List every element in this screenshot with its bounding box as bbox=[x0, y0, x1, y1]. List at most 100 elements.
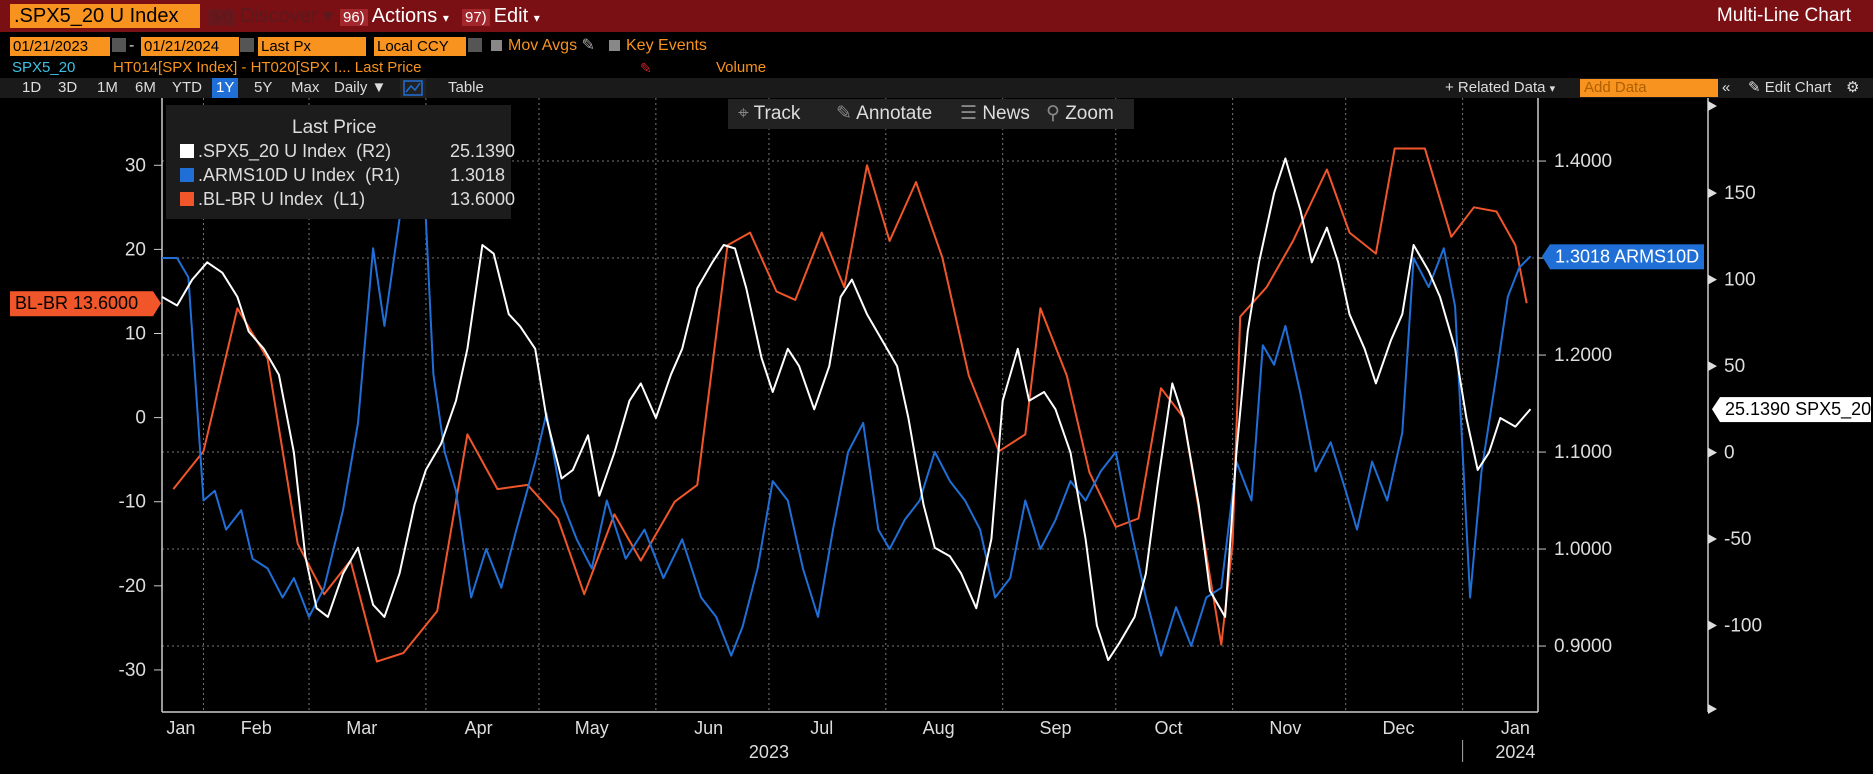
left-tick-label: -30 bbox=[119, 660, 146, 681]
period-3d[interactable]: 3D bbox=[58, 79, 78, 96]
legend-item-spx5[interactable]: .SPX5_20 U Index (R2) 25.1390 bbox=[180, 141, 515, 162]
gear-icon[interactable]: ⚙ bbox=[1846, 79, 1860, 96]
line-chart-icon[interactable] bbox=[400, 78, 426, 98]
right1-tick-label: 1.0000 bbox=[1554, 539, 1612, 560]
discover-number: 94) bbox=[208, 9, 236, 26]
left-tick-label: 10 bbox=[125, 324, 146, 345]
right2-top-arrow bbox=[1708, 101, 1717, 111]
series-line-arms10d-u-index bbox=[162, 140, 1532, 657]
period-1m[interactable]: 1M bbox=[97, 79, 118, 96]
news-button[interactable]: ☰ News bbox=[960, 99, 1030, 129]
left-value-tag bbox=[10, 291, 153, 317]
left-tick-label: 30 bbox=[125, 155, 146, 176]
frequency-dropdown-icon: ▼ bbox=[371, 79, 387, 96]
r1-value-tag bbox=[1550, 244, 1704, 270]
edit-chart-button[interactable]: ✎ Edit Chart bbox=[1748, 78, 1831, 98]
legend-item-axis: (R1) bbox=[365, 165, 401, 185]
legend-item-value: 25.1390 bbox=[450, 141, 516, 161]
right2-tick-arrow bbox=[1708, 361, 1717, 372]
collapse-icon[interactable]: « bbox=[1722, 79, 1731, 96]
legend-item-bl-br[interactable]: .BL-BR U Index (L1) 13.6000 bbox=[180, 189, 515, 210]
track-button[interactable]: ⌖ Track bbox=[738, 99, 800, 129]
pencil-icon[interactable]: ✎ bbox=[581, 37, 595, 54]
period-1d[interactable]: 1D bbox=[22, 79, 42, 96]
actions-number: 96) bbox=[340, 9, 368, 26]
year-label: 2023 bbox=[749, 742, 789, 762]
volume-icon: ✎ bbox=[640, 60, 652, 76]
discover-label: Discover bbox=[239, 5, 318, 27]
news-label: News bbox=[982, 103, 1030, 124]
period-max[interactable]: Max bbox=[291, 79, 320, 96]
start-date-input[interactable]: 01/21/2023 bbox=[10, 37, 110, 56]
end-calendar-icon[interactable] bbox=[240, 38, 254, 52]
actions-button[interactable]: 96) Actions ▾ bbox=[340, 4, 449, 28]
right1-tick-label: 1.2000 bbox=[1554, 345, 1612, 366]
edit-button[interactable]: 97) Edit ▾ bbox=[462, 4, 540, 28]
legend-item-name: .SPX5_20 U Index bbox=[198, 141, 347, 161]
legend-item-arms10d[interactable]: .ARMS10D U Index (R1) 1.3018 bbox=[180, 165, 505, 186]
series-line-spx5-20-u-index bbox=[161, 157, 1532, 662]
year-label: 2024 bbox=[1495, 742, 1535, 762]
security-input[interactable]: .SPX5_20 U Index bbox=[10, 4, 200, 28]
end-date-input[interactable]: 01/21/2024 bbox=[141, 37, 239, 56]
period-1y[interactable]: 1Y bbox=[212, 78, 239, 98]
right2-tick-label: -50 bbox=[1724, 529, 1751, 550]
line-chart-glyph bbox=[403, 80, 423, 96]
legend-swatch bbox=[180, 144, 194, 158]
axis-tags: BL-BR 13.6000 1.3018 ARMS10D 25.1390 SPX5_… bbox=[10, 244, 1871, 423]
frequency-select[interactable]: Daily ▼ bbox=[334, 78, 386, 98]
series-line-bl-br-u-index bbox=[172, 147, 1528, 663]
x-tick-label: Feb bbox=[241, 718, 272, 738]
right2-tick-arrow bbox=[1708, 188, 1717, 199]
right1-tick-label: 0.9000 bbox=[1554, 636, 1612, 657]
x-tick-label: Jan bbox=[166, 718, 195, 738]
x-tick-label: Sep bbox=[1039, 718, 1071, 738]
edit-dropdown-icon: ▾ bbox=[533, 11, 540, 25]
annotate-button[interactable]: ✎ Annotate bbox=[836, 99, 932, 129]
x-tick-label: Aug bbox=[923, 718, 955, 738]
left-value-tag-arrow bbox=[153, 291, 161, 317]
zoom-label: Zoom bbox=[1065, 103, 1114, 124]
r1-value-tag-arrow bbox=[1542, 244, 1550, 270]
start-calendar-icon[interactable] bbox=[112, 38, 126, 52]
edit-number: 97) bbox=[462, 9, 490, 26]
field-select[interactable]: Last Px bbox=[258, 37, 366, 56]
actions-dropdown-icon: ▾ bbox=[442, 11, 449, 25]
left-tick-label: -20 bbox=[119, 576, 146, 597]
related-data-label: + Related Data bbox=[1445, 79, 1546, 96]
currency-select[interactable]: Local CCY bbox=[374, 37, 466, 56]
mov-avgs-checkbox[interactable] bbox=[491, 40, 502, 51]
right2-tick-label: 150 bbox=[1724, 183, 1756, 204]
period-5y[interactable]: 5Y bbox=[254, 79, 273, 96]
left-tick-label: -10 bbox=[119, 492, 146, 513]
chart-legend: Last Price .SPX5_20 U Index (R2) 25.1390 … bbox=[166, 105, 515, 219]
legend-item-axis: (L1) bbox=[333, 189, 366, 209]
discover-button[interactable]: 94) Discover ▾ bbox=[208, 4, 333, 28]
key-events-label: Key Events bbox=[626, 37, 707, 54]
legend-item-axis: (R2) bbox=[356, 141, 392, 161]
currency-dropdown-icon[interactable] bbox=[468, 38, 482, 52]
mov-avgs-toggle[interactable]: Mov Avgs ✎ bbox=[491, 36, 595, 56]
edit-label: Edit bbox=[493, 5, 529, 27]
volume-label: Volume bbox=[716, 59, 767, 76]
legend-item-name: .ARMS10D U Index bbox=[198, 165, 356, 185]
right2-tick-arrow bbox=[1708, 447, 1717, 458]
chart-toolbar: ⌖ Track ✎ Annotate ☰ News ⚲ Zoom bbox=[728, 99, 1134, 129]
pencil-icon: ✎ bbox=[836, 103, 852, 124]
right2-tick-label: 0 bbox=[1724, 443, 1735, 464]
zoom-button[interactable]: ⚲ Zoom bbox=[1046, 99, 1114, 129]
table-button[interactable]: Table bbox=[448, 79, 484, 96]
track-label: Track bbox=[753, 103, 801, 124]
r2-value-tag bbox=[1720, 397, 1871, 423]
crosshair-icon: ⌖ bbox=[738, 103, 749, 124]
edit-chart-label: Edit Chart bbox=[1764, 79, 1832, 96]
key-events-checkbox[interactable] bbox=[609, 40, 620, 51]
legend-title: Last Price bbox=[292, 117, 377, 138]
period-6m[interactable]: 6M bbox=[135, 79, 156, 96]
add-data-input[interactable]: Add Data bbox=[1580, 79, 1718, 97]
related-data-button[interactable]: + Related Data ▾ bbox=[1445, 78, 1555, 98]
key-events-toggle[interactable]: Key Events bbox=[609, 36, 707, 56]
right2-tick-arrow bbox=[1708, 620, 1717, 631]
period-ytd[interactable]: YTD bbox=[172, 79, 202, 96]
